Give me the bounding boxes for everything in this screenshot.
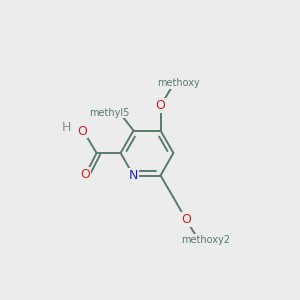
Text: O: O [181,213,191,226]
Text: O: O [156,99,165,112]
Text: N: N [129,169,138,182]
Text: H: H [62,121,71,134]
Text: methoxy: methoxy [158,78,200,88]
Text: O: O [77,124,87,138]
Text: methyl5: methyl5 [89,107,130,118]
Text: methoxy2: methoxy2 [182,235,231,245]
Text: O: O [81,168,90,181]
